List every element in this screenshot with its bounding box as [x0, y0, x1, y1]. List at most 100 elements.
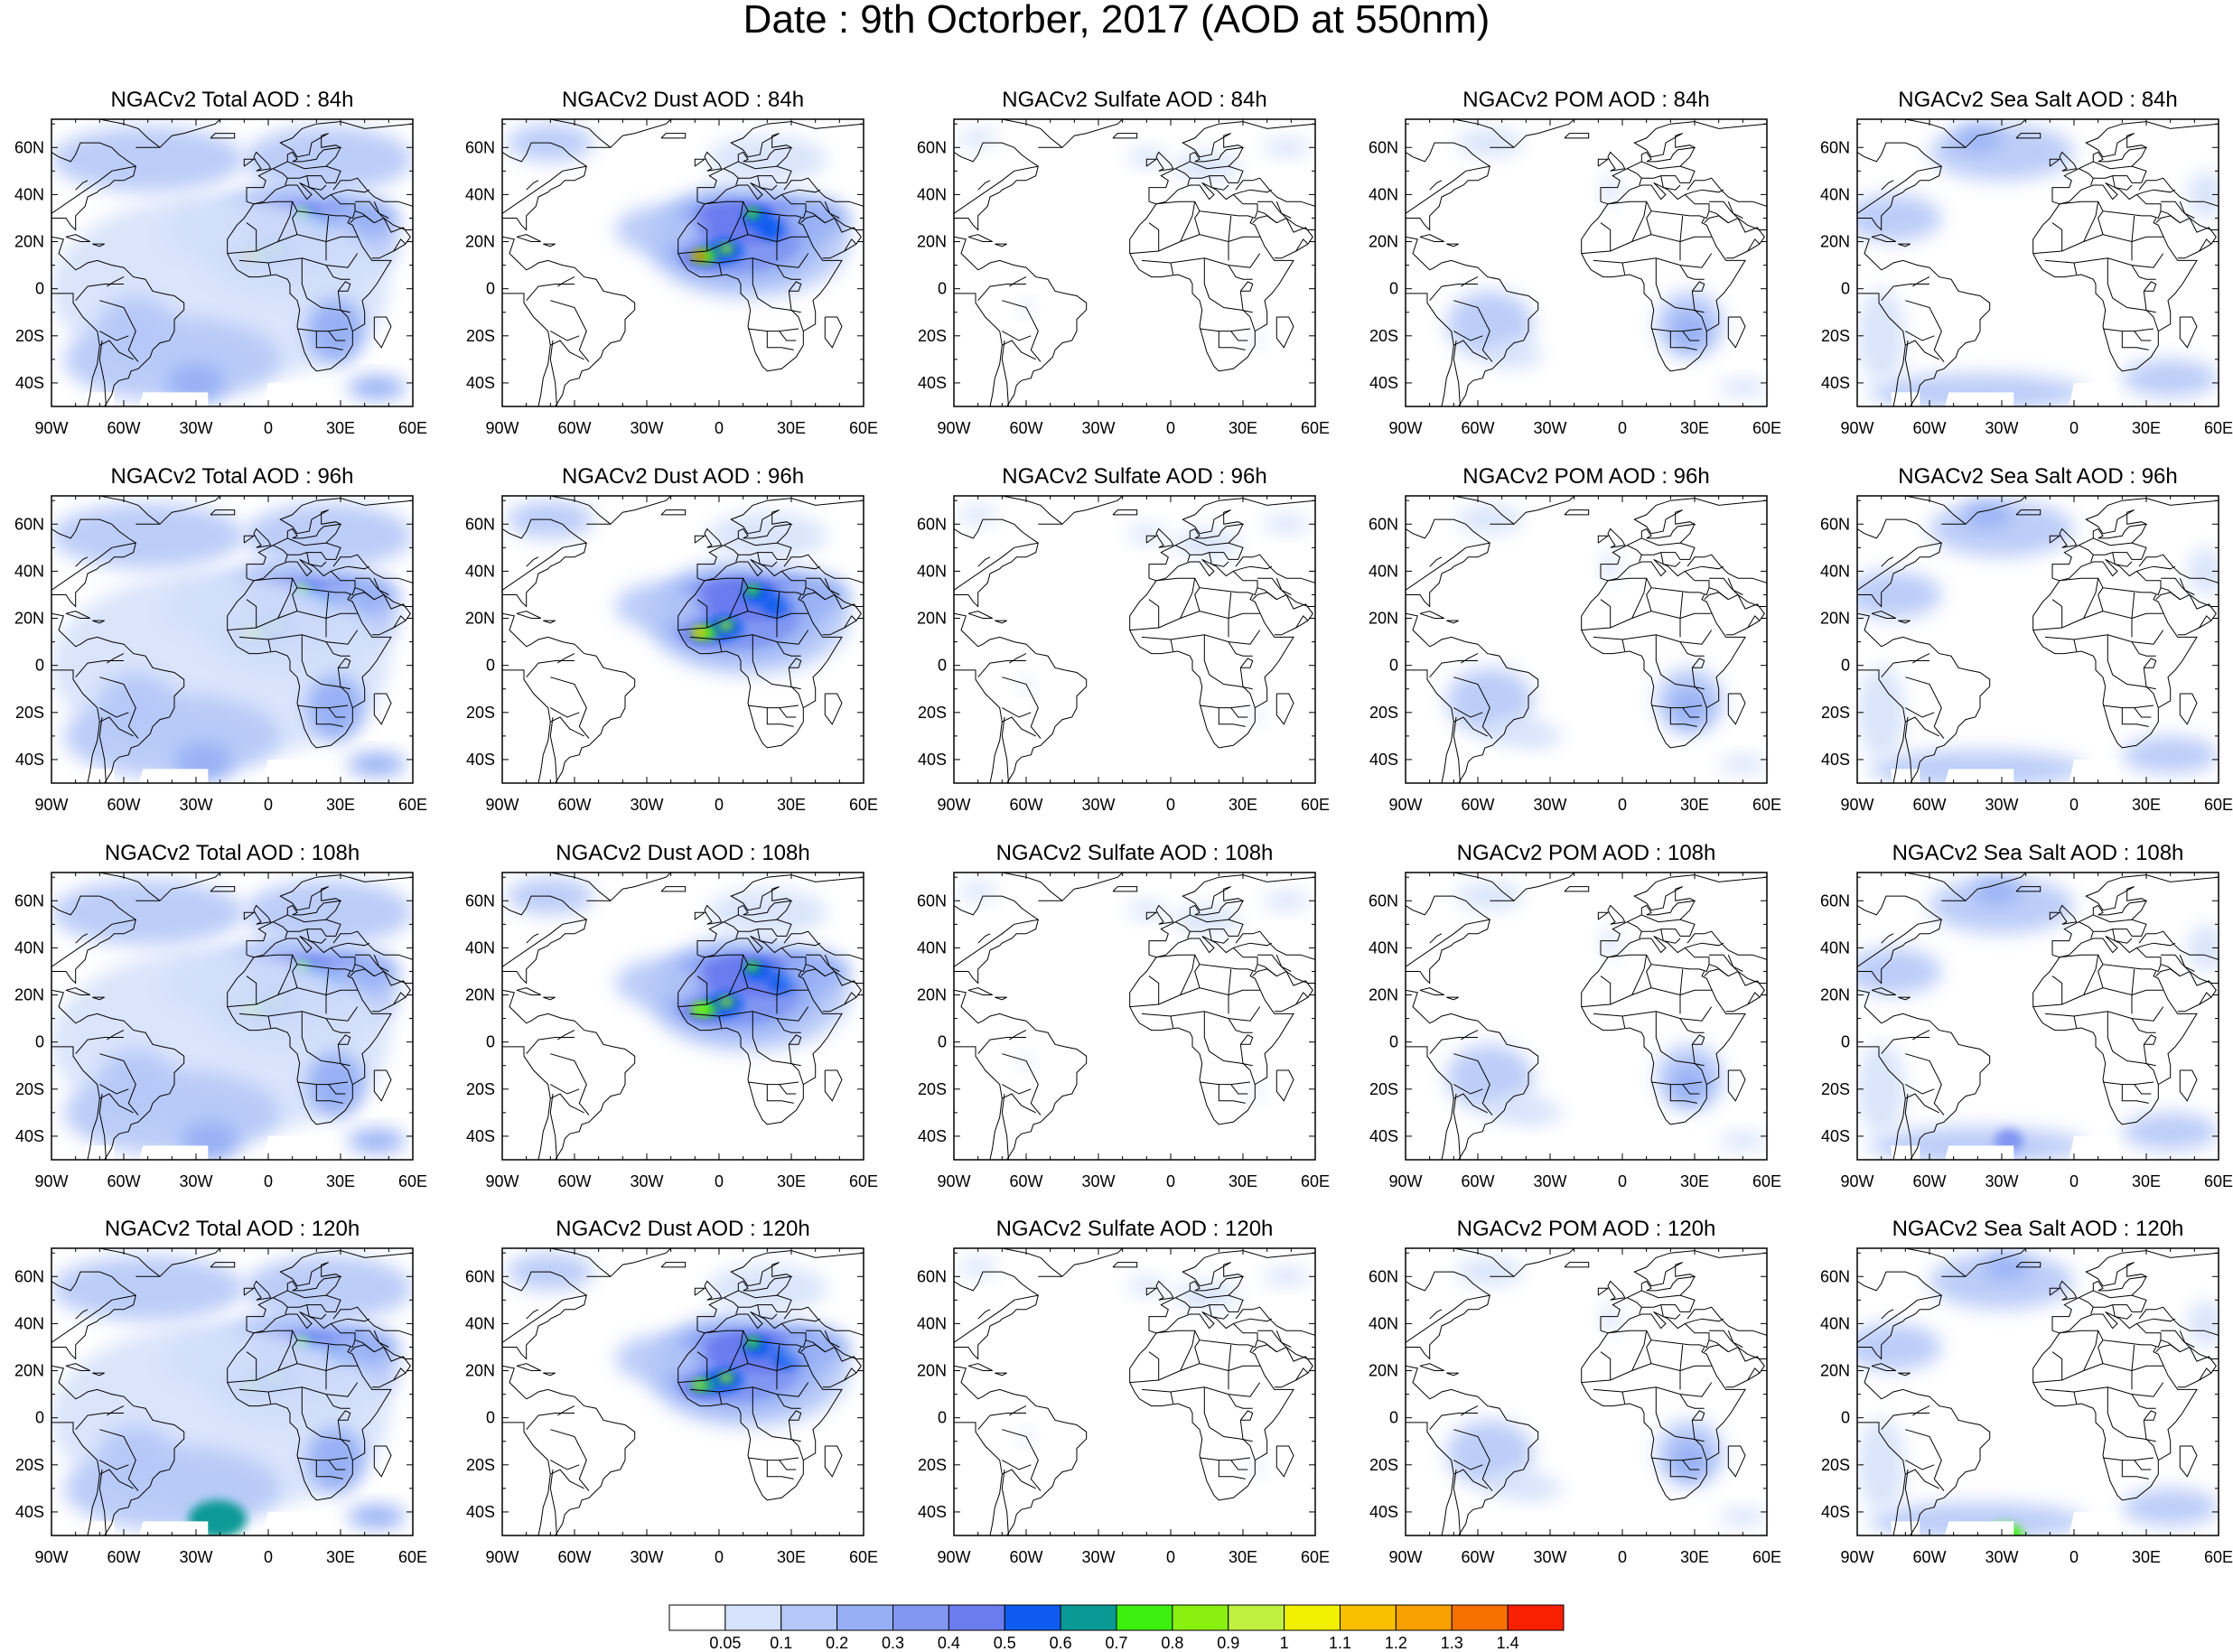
map-frame	[1405, 118, 1768, 407]
map-frame	[51, 118, 414, 407]
y-tick-label: 0	[486, 1033, 495, 1051]
y-tick-label: 60N	[1369, 138, 1398, 156]
y-tick-label: 40N	[465, 185, 495, 203]
colorbar-swatch	[836, 1604, 893, 1631]
x-tick-label: 90W	[1840, 419, 1873, 437]
y-tick-label: 40S	[15, 374, 44, 392]
colorbar-swatch	[1060, 1604, 1117, 1631]
x-tick-label: 60E	[1301, 1172, 1330, 1190]
x-tick-label: 30W	[179, 419, 212, 437]
y-tick-label: 40N	[465, 562, 495, 580]
x-tick-label: 30W	[1533, 796, 1566, 814]
aod-blob	[1127, 524, 1166, 544]
y-tick-label: 20N	[917, 986, 947, 1004]
aod-blob	[167, 364, 225, 402]
y-tick-label: 0	[938, 657, 947, 675]
x-tick-label: 30W	[1081, 1172, 1115, 1190]
blank-region	[1041, 392, 1111, 406]
map-frame	[953, 118, 1316, 407]
map-panel-dust-84h: NGACv2 Dust AOD : 84h 90W 60W 30W 0 30E 60E 60N…	[465, 88, 878, 437]
y-tick-label: 0	[1389, 1033, 1398, 1051]
aod-blob	[1857, 1041, 1906, 1136]
coastlines	[954, 119, 1315, 406]
y-tick-label: 40S	[466, 1503, 495, 1521]
aod-blob	[1456, 505, 1524, 534]
aod-blob	[1485, 341, 1543, 369]
y-tick-label: 20S	[1821, 1456, 1850, 1474]
y-tick-label: 60N	[917, 891, 947, 910]
aod-blob	[1446, 1420, 1534, 1487]
x-tick-label: 90W	[937, 1548, 970, 1566]
map-frame	[953, 872, 1316, 1161]
colorbar-swatch	[668, 1604, 726, 1631]
aod-blob	[1262, 514, 1311, 534]
map-panel-dust-96h: NGACv2 Dust AOD : 96h 90W 60W 30W 0 30E 60E 60N…	[465, 464, 878, 814]
x-tick-label: 30E	[1680, 1548, 1709, 1566]
aod-blob	[1601, 175, 1621, 204]
coastlines	[954, 873, 1315, 1160]
x-tick-label: 60W	[1009, 1172, 1042, 1190]
aod-blob	[1446, 1044, 1534, 1111]
x-tick-label: 30E	[1229, 419, 1257, 437]
x-tick-label: 30E	[1680, 796, 1709, 814]
blank-region	[2069, 382, 2117, 406]
blank-region	[1041, 1521, 1111, 1535]
y-tick-label: 60N	[14, 138, 44, 156]
blank-region	[1492, 1145, 1563, 1160]
colorbar-swatch	[1284, 1604, 1341, 1631]
aod-field	[954, 873, 1315, 1160]
panel-title: NGACv2 Sulfate AOD : 108h	[996, 841, 1274, 865]
map-panel-sulfate-84h: NGACv2 Sulfate AOD : 84h 90W 60W 30W 0 30E 60E…	[917, 88, 1330, 437]
x-tick-label: 0	[1166, 796, 1175, 814]
x-tick-label: 90W	[34, 1172, 68, 1190]
y-tick-label: 0	[35, 280, 44, 298]
blank-region	[589, 1521, 659, 1535]
aod-blob	[746, 1338, 759, 1348]
aod-field	[1406, 496, 1767, 783]
aod-blob	[2122, 735, 2219, 774]
x-tick-label: 60E	[398, 796, 427, 814]
x-tick-label: 60W	[1009, 1548, 1042, 1566]
colorbar-label: 0.5	[994, 1634, 1016, 1652]
x-tick-label: 30W	[630, 419, 663, 437]
aod-field	[502, 496, 864, 783]
aod-blob	[1456, 1257, 1524, 1286]
x-tick-label: 30E	[2132, 1172, 2161, 1190]
x-tick-label: 60E	[849, 1172, 878, 1190]
map-panel-grid: NGACv2 Total AOD : 84h 90W 60W 30W 0 30E 60E 60…	[14, 88, 2233, 1566]
blank-region	[2069, 759, 2117, 783]
y-tick-label: 20S	[466, 704, 495, 722]
y-tick-label: 20N	[465, 986, 495, 1004]
x-tick-label: 30E	[1680, 1172, 1709, 1190]
y-tick-label: 0	[486, 1409, 495, 1427]
x-tick-label: 30W	[179, 1548, 212, 1566]
blank-region	[263, 1135, 312, 1160]
aod-blob	[692, 1003, 707, 1014]
blank-region	[138, 769, 209, 783]
x-tick-label: 60E	[398, 419, 427, 437]
coastlines	[1406, 119, 1767, 406]
coastlines	[1406, 496, 1767, 783]
y-tick-label: 60N	[1369, 1267, 1398, 1285]
x-tick-label: 60W	[107, 796, 140, 814]
coastlines	[954, 496, 1315, 783]
map-panel-total-108h: NGACv2 Total AOD : 108h 90W 60W 30W 0 30E 60E 6…	[14, 841, 427, 1190]
x-tick-label: 60W	[1461, 419, 1494, 437]
x-tick-label: 30W	[1081, 796, 1115, 814]
x-tick-label: 60W	[1461, 1172, 1494, 1190]
x-tick-label: 60E	[2204, 796, 2233, 814]
panel-title: NGACv2 Dust AOD : 96h	[562, 464, 804, 489]
map-frame	[953, 1247, 1316, 1536]
x-tick-label: 60E	[1301, 419, 1330, 437]
x-tick-label: 60W	[1912, 419, 1946, 437]
aod-field	[1406, 873, 1767, 1160]
panel-title: NGACv2 Sulfate AOD : 84h	[1002, 88, 1266, 112]
aod-field	[51, 496, 413, 783]
y-tick-label: 20S	[1369, 1080, 1398, 1098]
aod-field	[1857, 119, 2219, 406]
colorbar-label: 0.05	[709, 1634, 741, 1652]
x-tick-label: 60E	[1301, 796, 1330, 814]
x-tick-label: 60W	[557, 419, 591, 437]
aod-blob	[615, 959, 703, 1007]
map-frame	[1856, 1247, 2219, 1536]
